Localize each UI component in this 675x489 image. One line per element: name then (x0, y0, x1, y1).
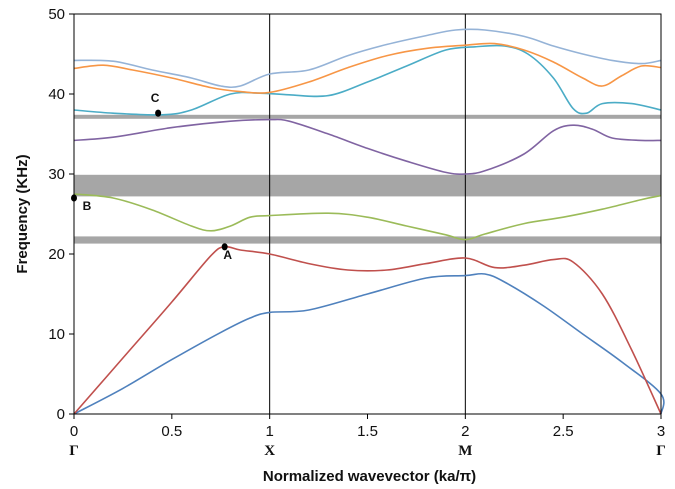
series-group (73, 28, 665, 415)
series-line-1 (73, 272, 665, 415)
x-tick-label: 2.5 (553, 423, 574, 440)
band-gap-1 (74, 236, 661, 244)
annotation-group: A B C (71, 91, 232, 262)
symmetry-point-label: Γ (656, 443, 666, 459)
x-tick-label: 0 (70, 423, 78, 440)
y-tick-label: 50 (48, 6, 65, 23)
series-line-2 (73, 245, 662, 415)
band-gap-2 (74, 174, 661, 197)
x-tick-label: 3 (657, 423, 665, 440)
symmetry-point-label: M (458, 443, 472, 459)
symmetry-point-label: X (264, 443, 275, 459)
y-tick-label: 10 (48, 326, 65, 343)
y-axis-label: Frequency (KHz) (14, 154, 31, 273)
marker-point-B (71, 194, 77, 202)
x-tick-label: 2 (461, 423, 469, 440)
marker-label-C: C (151, 91, 160, 105)
tick-group: 0 10 20 30 40 50 0 0.5 1 1.5 2 2.5 3 Γ X M Γ (48, 6, 665, 459)
marker-point-C (155, 109, 162, 117)
series-line-3 (73, 193, 662, 241)
series-line-7 (73, 28, 662, 89)
y-tick-label: 30 (48, 166, 65, 183)
x-tick-label: 0.5 (161, 423, 182, 440)
symmetry-lines (269, 14, 466, 414)
band-gap-3 (74, 114, 661, 119)
symmetry-point-label: Γ (69, 443, 79, 459)
series-line-6 (73, 42, 662, 94)
y-tick-label: 40 (48, 86, 65, 103)
x-tick-label: 1.5 (357, 423, 378, 440)
series-line-5 (73, 44, 662, 116)
x-tick-label: 1 (265, 423, 273, 440)
y-tick-label: 20 (48, 246, 65, 263)
x-axis-label: Normalized wavevector (ka/π) (263, 468, 476, 485)
marker-label-B: B (83, 199, 92, 213)
marker-label-A: A (223, 248, 232, 262)
series-line-4 (73, 118, 662, 175)
y-tick-label: 0 (57, 406, 65, 423)
marker-point-A (221, 243, 228, 251)
band-gap-bands (74, 114, 661, 244)
